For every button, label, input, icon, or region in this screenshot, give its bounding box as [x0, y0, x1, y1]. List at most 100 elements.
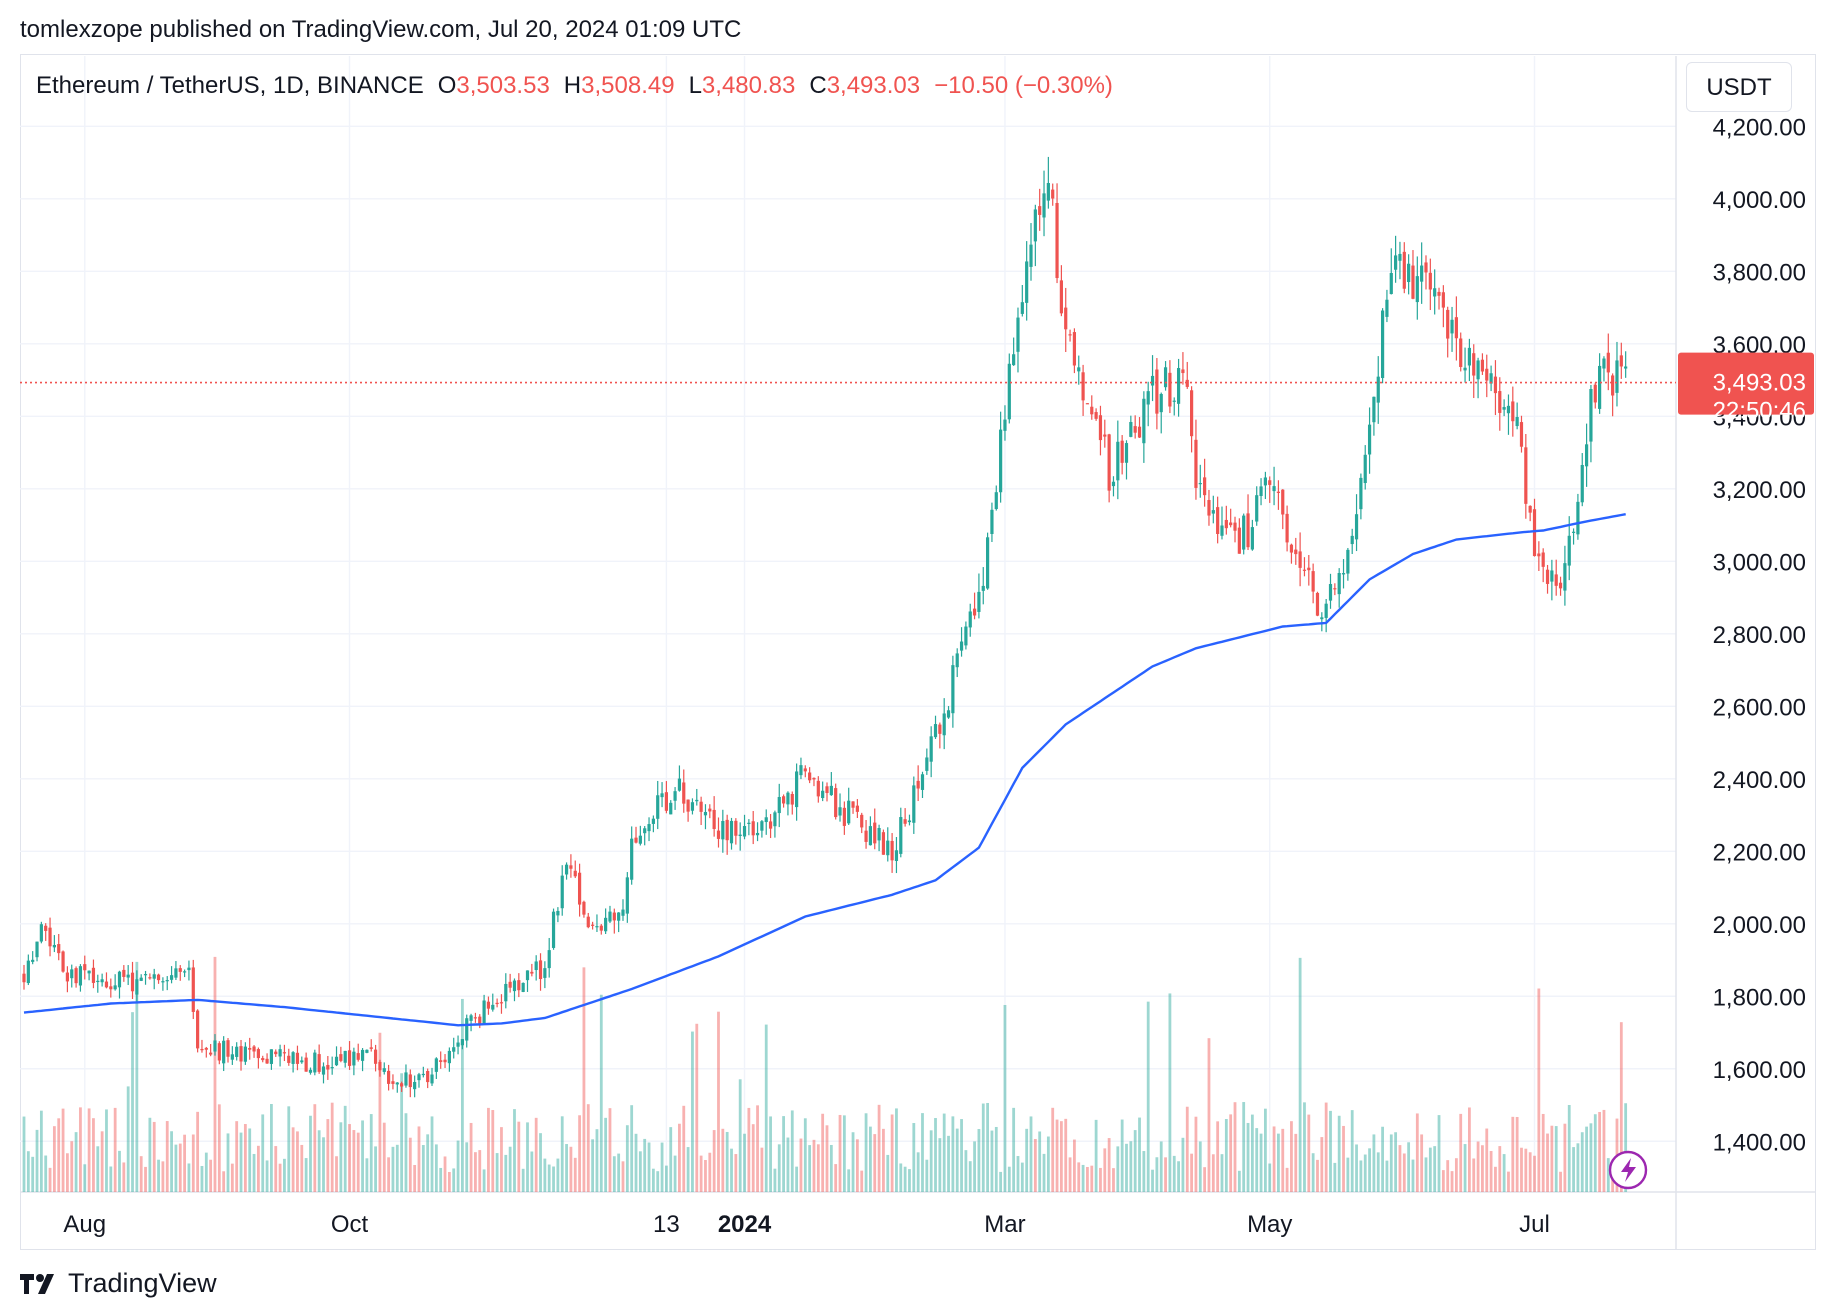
volume-bar [1342, 1125, 1345, 1192]
candle-body [200, 1049, 204, 1051]
volume-bar [1481, 1145, 1484, 1192]
volume-bar [339, 1122, 343, 1192]
candle-body [1580, 464, 1584, 503]
volume-bar [842, 1115, 846, 1192]
footer-brand: TradingView [68, 1268, 217, 1298]
candle-body [669, 802, 673, 815]
volume-bar [39, 1110, 43, 1192]
candle-body [755, 832, 760, 836]
candle-body [373, 1049, 378, 1064]
candle-body [1198, 483, 1202, 485]
volume-bar [790, 1110, 794, 1192]
candle-body [604, 917, 608, 932]
candle-body [161, 981, 165, 983]
candle-body [1420, 265, 1424, 282]
candle-body [929, 736, 933, 762]
volume-bar [356, 1132, 360, 1192]
volume-bar [560, 1116, 564, 1192]
volume-bar [1272, 1126, 1276, 1192]
volume-bar [582, 967, 586, 1192]
volume-bar [1376, 1152, 1380, 1192]
volume-bar [1120, 1119, 1124, 1192]
candle-body [703, 811, 708, 816]
volume-bar [968, 1161, 972, 1192]
volume-bar [157, 1159, 160, 1192]
candle-body [504, 983, 508, 1002]
volume-bar [482, 1169, 486, 1192]
volume-bar [96, 1146, 100, 1192]
volume-bar [1428, 1147, 1432, 1192]
volume-bar [660, 1142, 664, 1192]
x-tick-label: 2024 [718, 1211, 772, 1238]
candle-body [721, 820, 725, 840]
candle-body [1133, 426, 1137, 433]
candle-body [456, 1042, 460, 1047]
candle-body [1493, 376, 1498, 394]
volume-bar [1554, 1126, 1558, 1192]
chart-frame[interactable] [20, 54, 1816, 1250]
volume-bar [1033, 1138, 1037, 1192]
symbol-label[interactable]: Ethereum / TetherUS, 1D, BINANCE [36, 72, 424, 99]
currency-button[interactable]: USDT [1686, 62, 1792, 112]
tradingview-logo[interactable]: TradingView [20, 1268, 217, 1299]
volume-bar [882, 1128, 885, 1192]
volume-bar [1194, 1116, 1198, 1192]
candle-body [725, 819, 729, 841]
close-value: 3,493.03 [826, 72, 921, 99]
volume-bar [808, 1145, 812, 1192]
candle-body [1250, 527, 1254, 550]
volume-bar [1559, 1171, 1562, 1192]
volume-bar [274, 1146, 278, 1192]
candle-body [838, 807, 842, 816]
candle-body [300, 1060, 304, 1063]
candle-body [1437, 291, 1441, 296]
last-price-tag[interactable] [1678, 352, 1814, 415]
candle-body [417, 1074, 421, 1081]
candle-body [981, 585, 985, 591]
candle-body [217, 1043, 221, 1061]
volume-bar [265, 1160, 269, 1192]
candle-body [109, 986, 113, 990]
volume-bar [934, 1118, 937, 1192]
volume-bar [178, 1143, 182, 1192]
candle-body [942, 713, 946, 736]
volume-bar [204, 1152, 208, 1192]
volume-bar [838, 1114, 842, 1192]
volume-bar [460, 998, 464, 1192]
volume-bar [682, 1105, 686, 1192]
volume-bar [526, 1122, 529, 1192]
candle-body [530, 971, 534, 974]
volume-bar [1259, 1133, 1263, 1192]
candle-body [994, 492, 998, 510]
candle-body [491, 1004, 495, 1010]
candle-body [1363, 454, 1367, 484]
candle-body [473, 1017, 478, 1019]
candle-body [1255, 495, 1259, 522]
candle-body [851, 801, 855, 808]
candle-body [1007, 363, 1011, 420]
candle-body [1307, 567, 1311, 571]
volume-bar [651, 1168, 655, 1192]
volume-bar [1255, 1128, 1259, 1192]
volume-bar [365, 1158, 369, 1192]
volume-bar [777, 1144, 781, 1192]
volume-bar [734, 1154, 738, 1192]
volume-bar [586, 1104, 590, 1192]
candle-body [343, 1050, 347, 1063]
volume-bar [1051, 1107, 1055, 1192]
candle-body [677, 778, 682, 791]
volume-bar [1207, 1038, 1211, 1192]
volume-bar [1298, 957, 1302, 1192]
volume-bar [816, 1144, 820, 1192]
volume-bar [191, 1134, 195, 1192]
candle-body [387, 1070, 391, 1084]
candle-body [825, 786, 829, 794]
volume-bar [491, 1110, 495, 1192]
volume-bar [1172, 1155, 1176, 1192]
candle-body [1402, 251, 1406, 289]
volume-bar [161, 1161, 165, 1192]
candle-body [1090, 406, 1094, 415]
volume-bar [1524, 1148, 1528, 1192]
volume-bar [1585, 1126, 1588, 1192]
